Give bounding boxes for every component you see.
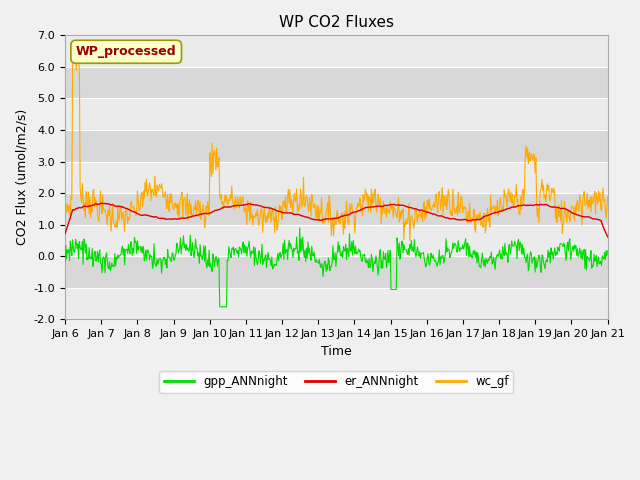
Bar bbox=[65, 67, 607, 98]
X-axis label: Time: Time bbox=[321, 345, 351, 358]
Y-axis label: CO2 Flux (umol/m2/s): CO2 Flux (umol/m2/s) bbox=[15, 109, 28, 245]
Bar bbox=[65, 162, 607, 193]
Title: WP CO2 Fluxes: WP CO2 Fluxes bbox=[279, 15, 394, 30]
Bar bbox=[65, 256, 607, 288]
Bar bbox=[65, 98, 607, 130]
Bar bbox=[65, 36, 607, 67]
Legend: gpp_ANNnight, er_ANNnight, wc_gf: gpp_ANNnight, er_ANNnight, wc_gf bbox=[159, 371, 513, 393]
Bar bbox=[65, 130, 607, 162]
Bar bbox=[65, 225, 607, 256]
Bar bbox=[65, 193, 607, 225]
Text: WP_processed: WP_processed bbox=[76, 45, 177, 58]
Bar bbox=[65, 288, 607, 319]
